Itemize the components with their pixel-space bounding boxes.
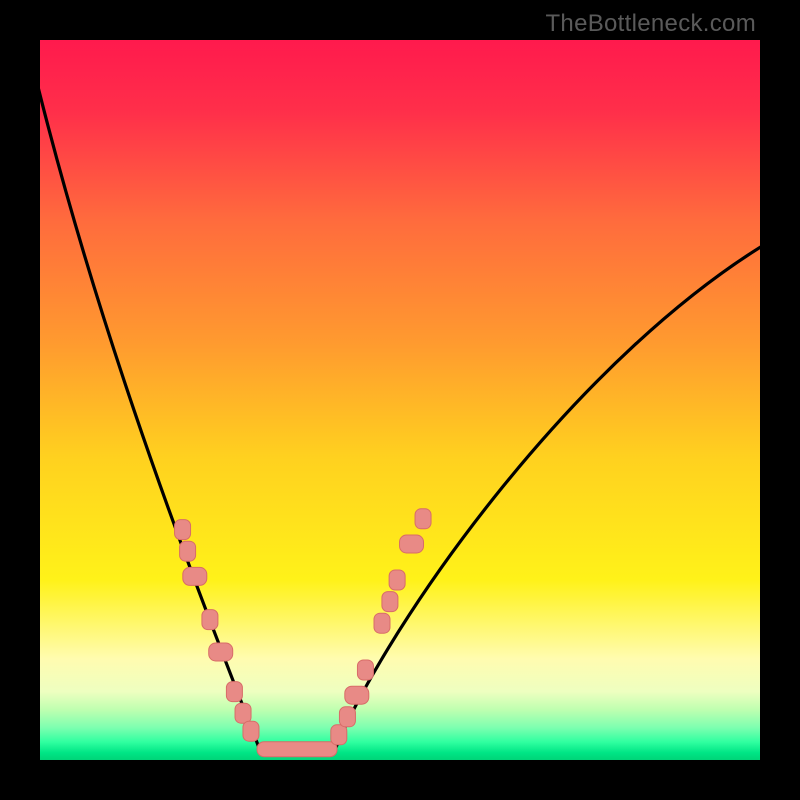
data-marker xyxy=(202,610,218,630)
data-marker xyxy=(389,570,405,590)
data-marker xyxy=(180,541,196,561)
data-marker xyxy=(331,725,347,745)
data-marker xyxy=(209,643,233,661)
data-marker xyxy=(257,742,337,757)
data-marker xyxy=(382,592,398,612)
data-marker xyxy=(226,682,242,702)
data-marker xyxy=(175,520,191,540)
data-marker xyxy=(357,660,373,680)
data-marker xyxy=(243,721,259,741)
watermark-text: TheBottleneck.com xyxy=(545,10,756,38)
data-marker xyxy=(339,707,355,727)
data-marker xyxy=(374,613,390,633)
bottleneck-curve xyxy=(40,40,760,760)
data-marker xyxy=(415,509,431,529)
data-marker xyxy=(400,535,424,553)
data-marker xyxy=(345,686,369,704)
data-marker xyxy=(183,567,207,585)
plot-area xyxy=(40,40,760,760)
chart-frame: TheBottleneck.com xyxy=(0,0,800,800)
data-marker xyxy=(235,703,251,723)
